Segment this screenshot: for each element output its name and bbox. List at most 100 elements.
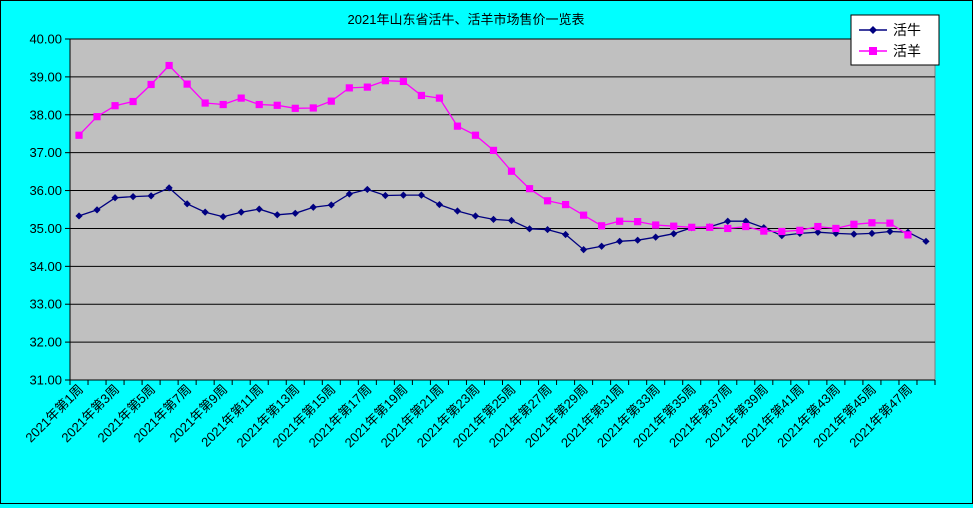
data-point (183, 200, 191, 208)
series-2 (75, 61, 912, 239)
data-point (742, 222, 750, 231)
y-tick-label: 35.00 (29, 221, 62, 236)
data-point (471, 212, 480, 220)
y-tick-label: 32.00 (29, 335, 62, 350)
data-point (760, 227, 768, 235)
data-point (165, 184, 173, 192)
data-point (381, 77, 389, 85)
data-point (435, 200, 444, 209)
data-point (489, 146, 498, 154)
y-tick-label: 40.00 (29, 32, 62, 47)
data-point (543, 197, 552, 205)
data-point (453, 207, 462, 215)
data-point (381, 191, 389, 200)
data-point (255, 205, 263, 213)
data-point (471, 131, 480, 139)
data-point (345, 84, 353, 92)
data-point (309, 104, 317, 112)
data-point (75, 131, 83, 139)
data-point (507, 167, 516, 175)
data-point (886, 227, 894, 236)
y-tick-label: 31.00 (29, 373, 62, 388)
data-point (273, 101, 281, 109)
data-point (561, 200, 570, 209)
y-tick-label: 34.00 (29, 259, 62, 274)
x-tick-label: 2021年第47周 (846, 382, 915, 451)
data-point (561, 230, 570, 239)
data-point (417, 91, 426, 100)
data-point (111, 194, 119, 202)
series-layer (75, 61, 930, 254)
data-point (237, 94, 245, 102)
data-point (688, 223, 696, 231)
y-tick-label: 39.00 (29, 69, 62, 84)
y-tick-label: 36.00 (29, 183, 62, 198)
data-point (129, 193, 137, 201)
data-point (904, 231, 912, 239)
data-point (219, 100, 227, 109)
gridlines (70, 38, 935, 343)
plot-area (69, 38, 936, 381)
data-point (868, 229, 876, 237)
y-tick-label: 37.00 (29, 145, 62, 160)
data-point (129, 97, 137, 106)
legend-label-2: 活羊 (893, 43, 921, 59)
data-point (579, 246, 588, 254)
data-point (868, 219, 876, 227)
data-point (237, 208, 245, 216)
data-point (525, 225, 534, 233)
data-point (922, 237, 930, 245)
data-point (778, 227, 786, 236)
data-point (219, 213, 227, 221)
legend-label-1: 活牛 (893, 22, 921, 38)
data-point (345, 190, 353, 198)
data-point (850, 230, 858, 238)
data-point (634, 236, 642, 244)
data-point (255, 100, 263, 109)
data-point (75, 212, 83, 220)
data-point (435, 94, 444, 102)
data-point (579, 211, 588, 219)
data-point (147, 192, 155, 200)
data-point (273, 211, 281, 219)
data-point (652, 233, 660, 241)
data-point (93, 206, 101, 214)
legend: 活牛 活羊 (850, 14, 940, 66)
data-point (724, 224, 732, 233)
data-point (201, 99, 209, 107)
data-point (399, 191, 407, 199)
data-point (201, 208, 209, 216)
data-point (886, 219, 894, 227)
data-point (598, 222, 606, 230)
x-axis: 2021年第1周2021年第3周2021年第5周2021年第7周2021年第9周… (22, 379, 936, 451)
data-point (417, 191, 426, 199)
data-point (111, 102, 119, 110)
data-point (652, 221, 660, 229)
data-point (706, 223, 714, 231)
legend-box (850, 14, 940, 66)
data-point (832, 224, 840, 233)
data-point (850, 220, 858, 228)
data-point (453, 122, 462, 130)
data-point (93, 113, 101, 121)
legend-marker-2 (869, 47, 877, 55)
data-point (796, 226, 804, 234)
data-point (507, 216, 516, 225)
data-point (327, 201, 335, 209)
data-point (327, 97, 335, 105)
data-point (670, 222, 678, 230)
data-point (399, 77, 407, 86)
data-point (525, 185, 534, 193)
data-point (670, 230, 678, 238)
data-point (616, 217, 624, 225)
data-point (165, 61, 173, 70)
data-point (363, 83, 371, 91)
chart-title: 2021年山东省活牛、活羊市场售价一览表 (348, 12, 585, 27)
data-point (724, 217, 732, 225)
data-point (291, 104, 299, 112)
data-point (183, 80, 191, 88)
legend-marker-1 (869, 26, 877, 34)
y-axis: 31.00 32.00 33.00 34.00 35.00 36.00 37.00 38.00… (29, 32, 71, 388)
